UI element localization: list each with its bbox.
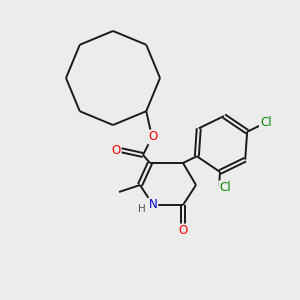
Text: Cl: Cl <box>260 116 272 129</box>
Text: N: N <box>148 199 158 212</box>
Text: Cl: Cl <box>219 182 231 194</box>
Text: O: O <box>178 224 188 238</box>
Text: O: O <box>111 143 121 157</box>
Text: O: O <box>148 130 158 143</box>
Text: H: H <box>138 204 146 214</box>
